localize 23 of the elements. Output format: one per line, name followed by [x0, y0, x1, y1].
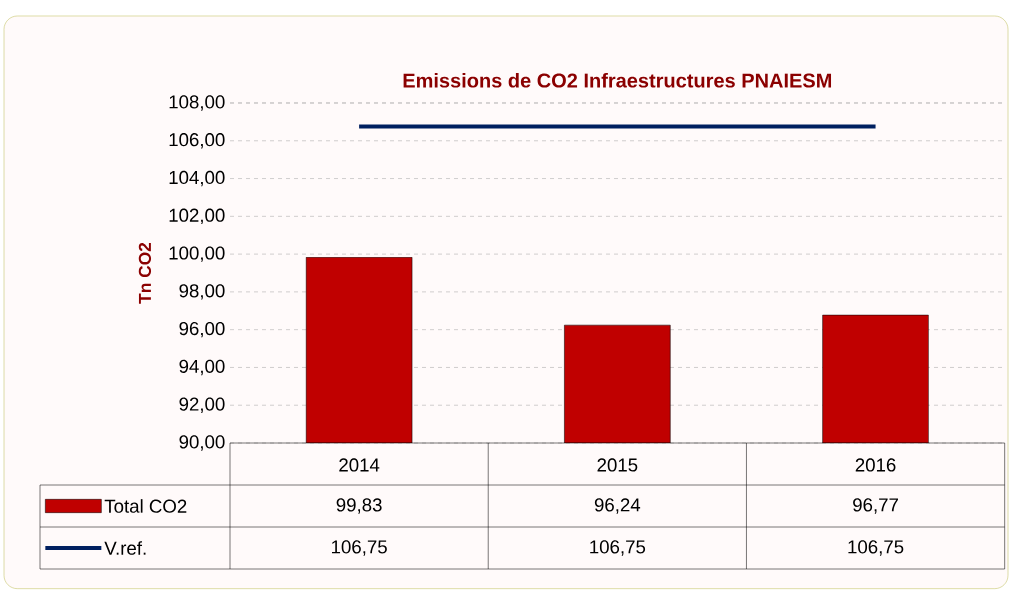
data-label: 106,75: [590, 540, 646, 556]
y-tick-label: 94,00: [179, 359, 225, 376]
data-label: 96,77: [853, 498, 898, 514]
y-tick-label: 90,00: [179, 435, 225, 451]
y-tick-label: 92,00: [179, 397, 225, 413]
x-tick-label: 2015: [597, 458, 638, 472]
x-tick-label: 2016: [855, 458, 896, 472]
y-tick-label: 100,00: [169, 246, 225, 262]
data-label: 99,83: [336, 498, 382, 514]
y-tick-label: 96,00: [179, 321, 225, 338]
y-tick-label: 98,00: [179, 284, 225, 300]
chart-title: Emissions de CO2 Infraestructures PNAIESM: [403, 72, 832, 88]
legend-label: Total CO2: [104, 499, 187, 513]
legend-label: V.ref.: [104, 541, 146, 555]
data-label: 106,75: [848, 540, 904, 556]
y-tick-label: 108,00: [169, 95, 225, 111]
y-axis-title: Tn CO2: [138, 242, 152, 304]
x-tick-label: 2014: [339, 458, 380, 472]
data-label: 106,75: [331, 540, 387, 556]
data-label: 96,24: [594, 498, 641, 514]
y-tick-label: 102,00: [169, 208, 225, 225]
y-tick-label: 104,00: [169, 170, 225, 187]
y-tick-label: 106,00: [169, 133, 225, 149]
